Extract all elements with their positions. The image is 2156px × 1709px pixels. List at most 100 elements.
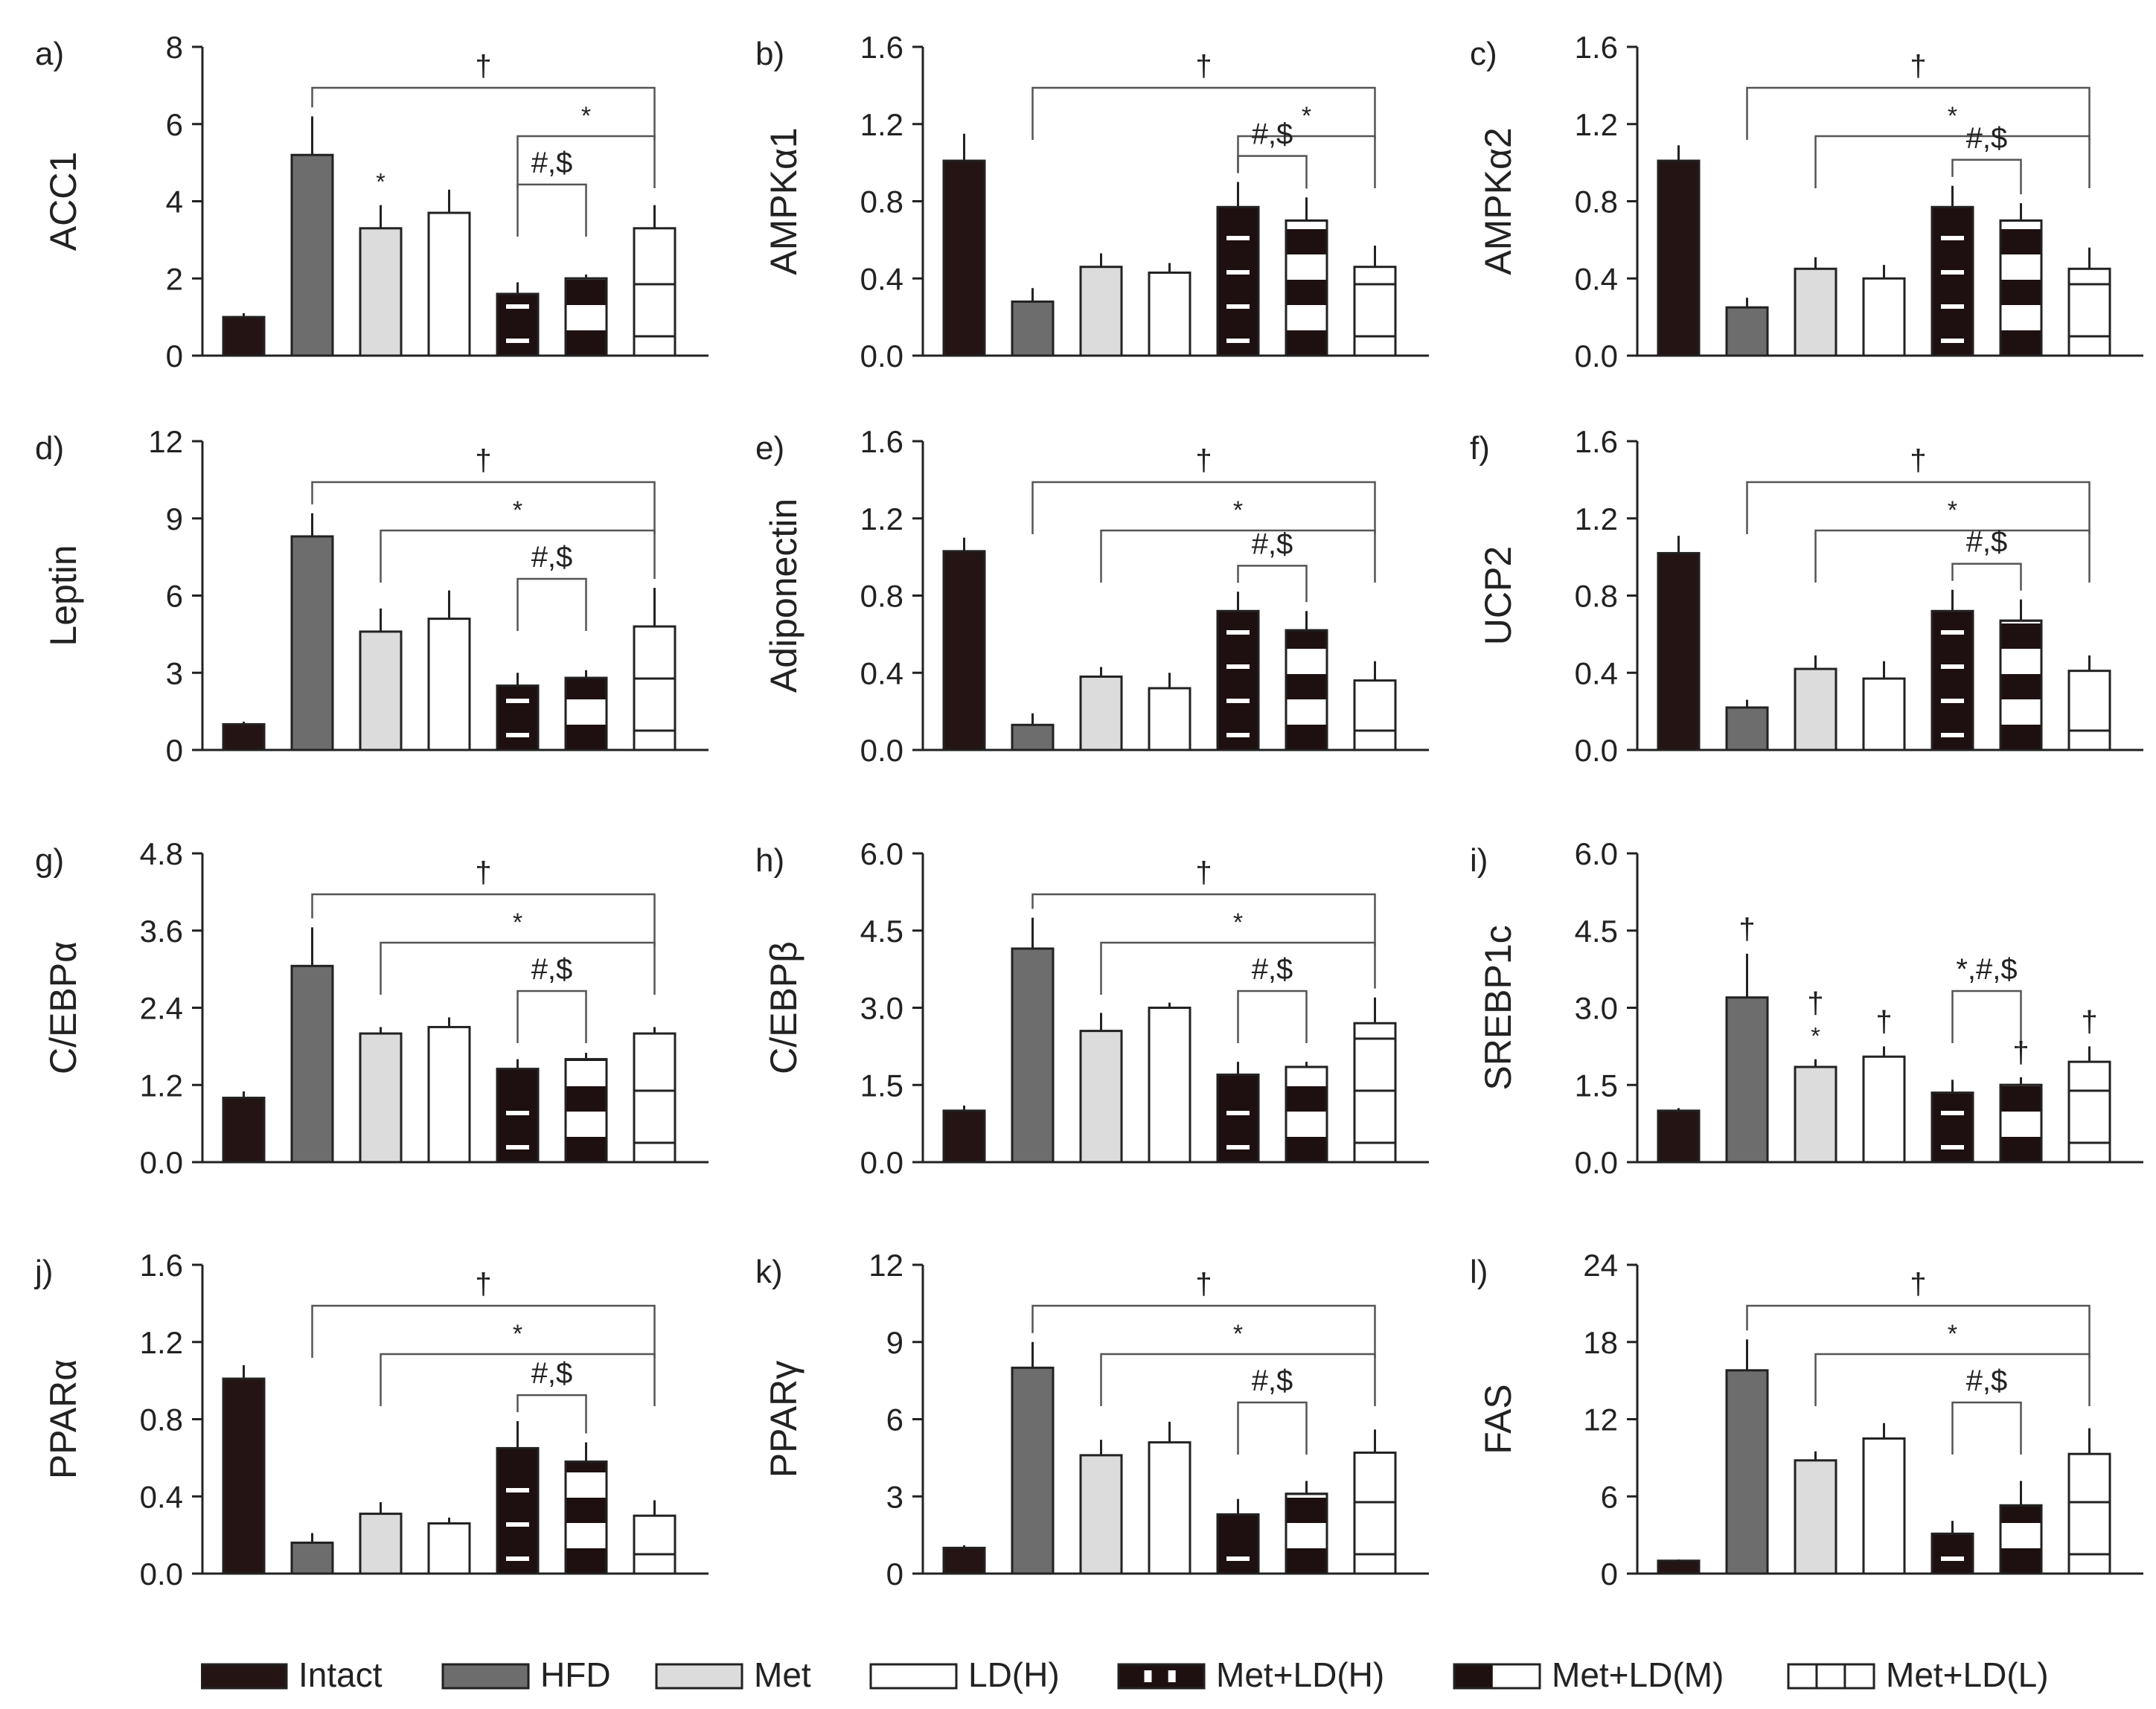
bar-fill bbox=[1353, 1022, 1397, 1164]
significance-bracket bbox=[1031, 893, 1376, 946]
legend-item-1: HFD bbox=[441, 1655, 611, 1694]
bar-fill bbox=[222, 315, 266, 357]
y-axis-label: PPARα bbox=[42, 1359, 84, 1479]
bar-0 bbox=[222, 315, 266, 357]
bar-stripe bbox=[1226, 630, 1250, 635]
significance-bracket bbox=[380, 529, 656, 583]
bar-stripe bbox=[1941, 664, 1964, 669]
bar-fill bbox=[427, 1025, 471, 1164]
y-tick-label: 0.4 bbox=[1575, 261, 1618, 296]
bar-band bbox=[1286, 330, 1327, 356]
significance-bracket bbox=[516, 183, 587, 237]
bar-stripe bbox=[1226, 304, 1250, 309]
significance-bracket bbox=[1814, 1353, 2091, 1406]
y-tick-label: 1.5 bbox=[860, 1068, 903, 1103]
bar-1 bbox=[290, 1542, 334, 1575]
bar-fill bbox=[1079, 1030, 1123, 1164]
bar-fill bbox=[1011, 723, 1055, 751]
bar-fill bbox=[427, 618, 471, 751]
bar-1 bbox=[1725, 996, 1769, 1164]
bar-stripe bbox=[1941, 630, 1964, 635]
y-tick-label: 0.0 bbox=[860, 733, 903, 768]
y-tick-label: 0.0 bbox=[1575, 733, 1618, 768]
panel-label: f) bbox=[1470, 430, 1490, 466]
legend-item-5: Met+LD(M) bbox=[1453, 1655, 1724, 1694]
panel-label: d) bbox=[35, 430, 64, 466]
bar-fill bbox=[1725, 1369, 1769, 1575]
bar-band bbox=[1286, 1086, 1327, 1112]
significance-label: * bbox=[1948, 496, 1957, 525]
y-tick-label: 0 bbox=[886, 1556, 903, 1591]
y-axis-label: C/EBPα bbox=[42, 941, 84, 1074]
legend-swatch bbox=[869, 1663, 958, 1690]
bar-fill bbox=[1725, 306, 1769, 357]
significance-label: * bbox=[1233, 496, 1243, 525]
bar-stripe bbox=[1941, 339, 1964, 343]
bar-1 bbox=[290, 153, 334, 357]
y-tick-label: 3 bbox=[886, 1479, 903, 1514]
y-tick-label: 9 bbox=[166, 501, 183, 536]
significance-label: * bbox=[1233, 908, 1243, 937]
y-tick-label: 0.4 bbox=[860, 261, 903, 296]
bar-fill bbox=[1931, 205, 1974, 357]
bar-0 bbox=[1657, 159, 1701, 357]
bar-4 bbox=[1931, 205, 1974, 357]
significance-label: * bbox=[513, 496, 522, 525]
significance-label: * bbox=[513, 908, 522, 937]
panel-label: b) bbox=[755, 36, 784, 72]
y-tick-label: 0.4 bbox=[860, 655, 903, 690]
bar-fill bbox=[1862, 277, 1906, 357]
y-tick-label: 24 bbox=[1583, 1248, 1618, 1283]
bar-5 bbox=[564, 277, 608, 357]
bar-significance-mark: † bbox=[1807, 987, 1823, 1020]
bar-band bbox=[1286, 229, 1327, 254]
bar-stripe bbox=[1941, 1556, 1964, 1561]
bar-4 bbox=[496, 1068, 540, 1164]
bar-fill bbox=[222, 1097, 266, 1164]
bar-band bbox=[566, 1548, 607, 1574]
significance-bracket bbox=[1031, 86, 1376, 140]
panel-label: g) bbox=[35, 842, 64, 879]
significance-bracket bbox=[1237, 990, 1308, 1043]
significance-label: * bbox=[581, 102, 591, 130]
bar-band bbox=[2000, 1548, 2041, 1574]
bar-fill bbox=[1353, 266, 1397, 357]
bar-band bbox=[566, 678, 607, 699]
y-tick-label: 0.0 bbox=[860, 1145, 903, 1180]
bar-fill bbox=[1931, 1532, 1974, 1575]
bar-fill bbox=[222, 722, 266, 751]
significance-bracket bbox=[1031, 1304, 1376, 1358]
bar-stripe bbox=[1941, 236, 1964, 240]
legend: Intact HFD Met LD(H) Met+LD(H) Met+LD(M) Met+L… bbox=[201, 1655, 2049, 1694]
bar-stripe bbox=[506, 1488, 529, 1492]
bar-stripe bbox=[1226, 1556, 1250, 1561]
significance-label: #,$ bbox=[1966, 122, 2008, 155]
legend-label: Met+LD(H) bbox=[1216, 1655, 1384, 1694]
bar-stripe bbox=[506, 304, 529, 309]
bar-stripe bbox=[1941, 1111, 1964, 1115]
bar-2 bbox=[359, 227, 403, 357]
significance-bracket bbox=[1100, 529, 1376, 583]
bar-fill bbox=[1353, 679, 1397, 751]
y-tick-label: 1.2 bbox=[860, 107, 903, 142]
y-tick-label: 0.0 bbox=[140, 1556, 183, 1591]
bar-0 bbox=[222, 722, 266, 751]
bar-stripe bbox=[506, 733, 529, 737]
bar-band bbox=[2000, 674, 2041, 699]
significance-label: #,$ bbox=[1252, 118, 1293, 151]
panel-i: i) SREBP1c 0.0 1.5 3.0 4.5 6.0 *,#,$ † * † † † † bbox=[1470, 836, 2143, 1180]
bar-6 bbox=[2067, 1452, 2111, 1575]
bar-fill bbox=[942, 550, 986, 751]
bar-fill bbox=[1148, 271, 1191, 357]
bar-3 bbox=[427, 211, 471, 357]
bar-significance-mark: * bbox=[376, 169, 385, 196]
bar-stripe bbox=[506, 1556, 529, 1561]
significance-label: † bbox=[475, 856, 491, 889]
y-tick-label: 6 bbox=[166, 107, 183, 142]
bar-5 bbox=[1999, 219, 2043, 357]
bar-fill bbox=[290, 535, 334, 751]
y-tick-label: 0.8 bbox=[140, 1402, 183, 1437]
panel-f: f) UCP2 0.0 0.4 0.8 1.2 1.6 † * #,$ bbox=[1470, 424, 2143, 768]
bar-fill bbox=[427, 211, 471, 357]
significance-bracket bbox=[1031, 481, 1376, 534]
